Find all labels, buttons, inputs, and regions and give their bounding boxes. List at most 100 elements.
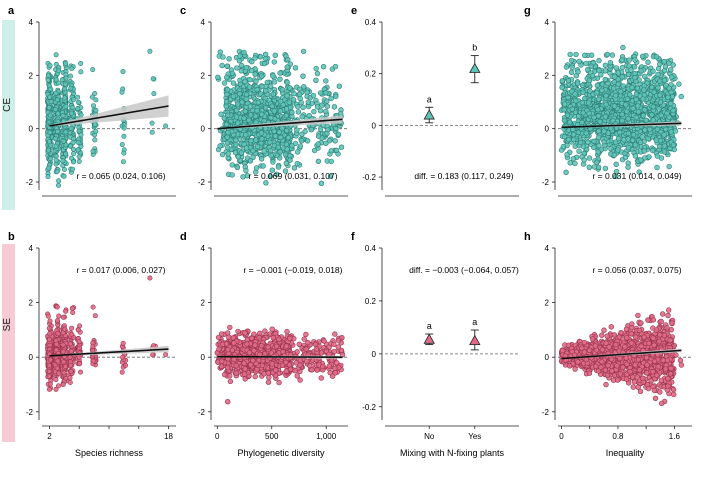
data-point xyxy=(311,108,317,115)
data-point xyxy=(333,147,340,154)
data-point xyxy=(224,134,230,140)
data-point xyxy=(238,68,245,74)
data-point xyxy=(328,148,334,154)
data-point xyxy=(63,75,69,81)
data-point xyxy=(625,136,631,142)
data-point xyxy=(318,375,324,381)
data-point xyxy=(306,112,312,119)
data-point xyxy=(75,106,81,112)
data-point xyxy=(591,164,598,170)
data-point xyxy=(93,107,99,113)
data-point xyxy=(597,118,603,125)
data-point xyxy=(576,148,582,154)
data-point xyxy=(89,94,95,100)
data-point xyxy=(642,127,648,133)
data-point xyxy=(78,60,84,66)
data-point xyxy=(301,84,307,90)
data-point xyxy=(603,92,609,99)
data-point xyxy=(246,117,252,124)
data-point xyxy=(69,305,75,311)
data-point xyxy=(61,138,67,144)
data-point xyxy=(581,157,587,163)
data-point xyxy=(292,140,299,147)
data-point xyxy=(69,110,75,116)
data-point xyxy=(62,364,68,370)
data-point xyxy=(669,93,676,100)
data-point xyxy=(294,127,300,133)
y-tick-label: 0.2 xyxy=(365,70,377,79)
data-point xyxy=(75,139,81,145)
data-point xyxy=(661,143,668,149)
data-point xyxy=(63,151,69,157)
data-point xyxy=(263,55,269,62)
x-axis-label: Species richness xyxy=(75,448,144,458)
data-point xyxy=(249,58,255,65)
data-point xyxy=(331,348,337,355)
data-point xyxy=(62,326,68,332)
data-point xyxy=(70,166,76,172)
data-point xyxy=(611,152,617,158)
data-point xyxy=(586,155,593,161)
data-point xyxy=(263,180,269,186)
data-point xyxy=(591,114,597,121)
data-point xyxy=(630,132,637,138)
scatter-points xyxy=(214,324,346,405)
data-point xyxy=(629,84,635,91)
data-point xyxy=(237,91,243,97)
data-point xyxy=(234,107,240,114)
data-point xyxy=(47,62,53,68)
data-point xyxy=(650,103,657,110)
data-point xyxy=(61,359,67,365)
data-point xyxy=(283,106,290,112)
data-point xyxy=(68,143,74,149)
data-point xyxy=(46,165,52,171)
data-point xyxy=(626,91,633,98)
data-point xyxy=(272,52,278,58)
data-point xyxy=(53,157,59,163)
data-point xyxy=(121,125,127,131)
data-point xyxy=(247,76,253,83)
data-point xyxy=(666,60,672,66)
data-point xyxy=(283,141,290,148)
data-point xyxy=(55,128,61,134)
data-point xyxy=(625,115,631,122)
data-point xyxy=(240,174,246,180)
data-point xyxy=(67,379,73,385)
data-point xyxy=(620,83,626,89)
data-point xyxy=(277,70,283,76)
data-point xyxy=(638,68,644,74)
data-point xyxy=(286,99,292,106)
data-point xyxy=(665,94,671,101)
data-point xyxy=(76,159,82,165)
data-point xyxy=(678,93,684,100)
data-point xyxy=(119,369,125,375)
data-point xyxy=(309,367,315,373)
data-point xyxy=(220,54,226,60)
y-tick-label: -2 xyxy=(26,408,34,417)
data-point xyxy=(270,91,276,97)
data-point xyxy=(260,163,266,169)
data-point xyxy=(657,99,664,105)
data-point xyxy=(304,138,311,144)
data-point xyxy=(62,81,68,87)
data-point xyxy=(667,100,674,107)
data-point xyxy=(328,158,334,165)
data-point xyxy=(641,107,648,113)
data-point xyxy=(331,104,338,110)
data-point xyxy=(284,128,290,134)
data-point xyxy=(259,73,265,79)
scatter-points xyxy=(215,48,345,187)
scatter-points xyxy=(45,275,169,392)
data-point xyxy=(45,174,51,180)
data-point xyxy=(270,73,276,79)
group-letter: b xyxy=(472,43,477,53)
data-point xyxy=(577,139,584,146)
data-point xyxy=(239,99,245,105)
data-point xyxy=(603,101,609,108)
data-point xyxy=(53,52,59,58)
data-point xyxy=(163,351,169,357)
data-point xyxy=(55,80,61,86)
data-point xyxy=(233,137,239,143)
